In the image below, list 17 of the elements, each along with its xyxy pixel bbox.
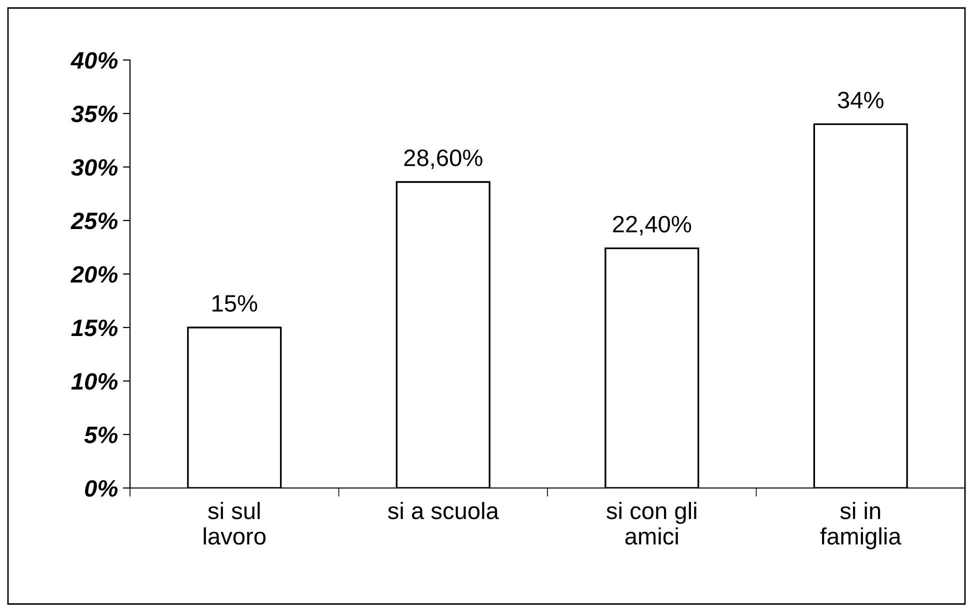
y-tick-label: 20% bbox=[70, 266, 118, 283]
y-tick-label: 35% bbox=[71, 106, 118, 122]
y-tick-label: 40% bbox=[70, 52, 118, 69]
x-tick-label: si con gli amici bbox=[606, 502, 696, 545]
x-tick-label: si in famiglia bbox=[820, 502, 902, 550]
y-tick-label: 0% bbox=[85, 480, 118, 497]
y-tick-label: 30% bbox=[71, 159, 118, 176]
y-tick-label: 10% bbox=[71, 373, 118, 390]
data-label: 34% bbox=[838, 92, 884, 108]
y-tick-label: 25% bbox=[70, 212, 118, 230]
data-label: 28,60% bbox=[404, 149, 482, 169]
data-label: 22,40% bbox=[613, 216, 692, 236]
y-tick-label: 5% bbox=[84, 426, 118, 444]
x-tick-label: si a scuola bbox=[388, 502, 499, 520]
y-tick-label: 15% bbox=[71, 320, 118, 336]
x-tick-label: si sul lavoro bbox=[204, 502, 266, 545]
data-label: 15% bbox=[212, 295, 258, 312]
